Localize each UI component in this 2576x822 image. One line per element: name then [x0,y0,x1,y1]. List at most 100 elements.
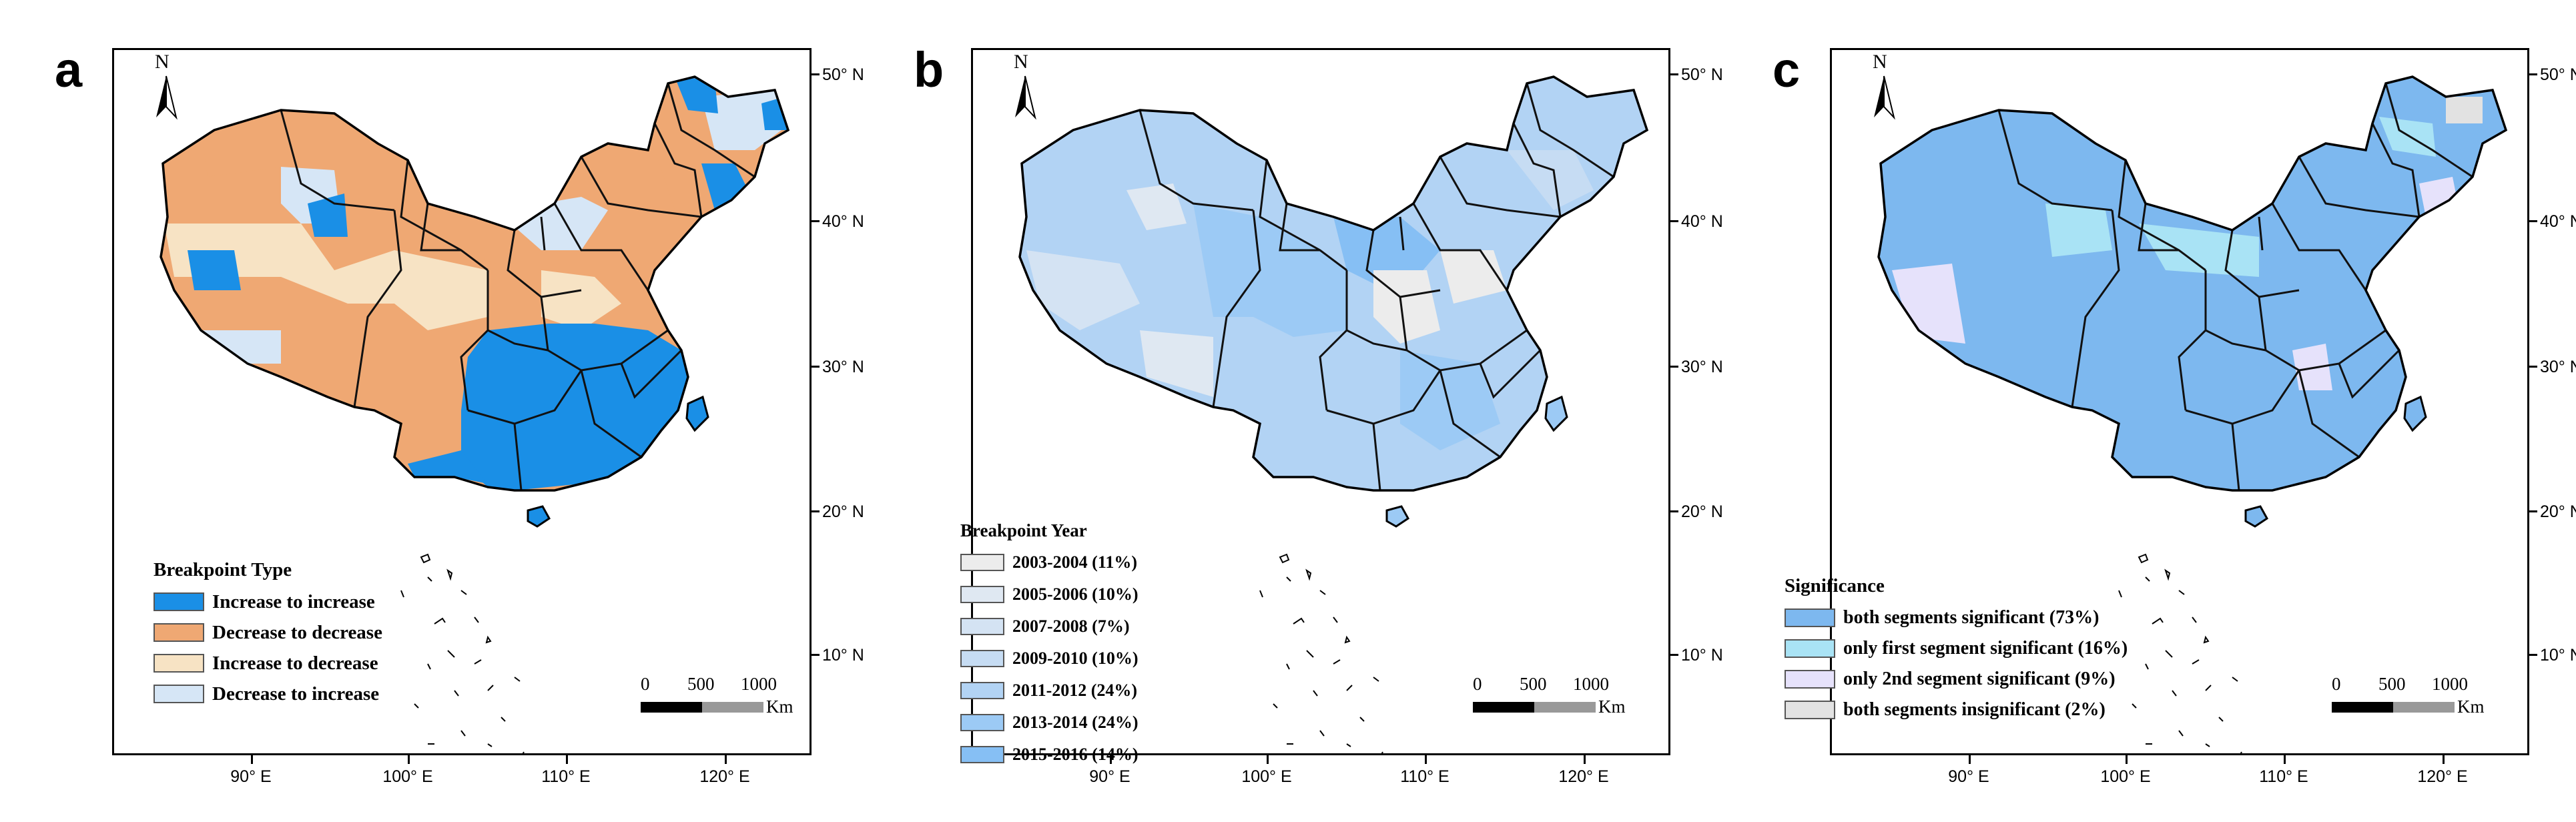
legend-title: Significance [1785,575,1885,596]
scale-bar: 0 500 1000 Km [641,674,793,717]
lat-label: 50° N [2540,65,2576,84]
map-frame [112,48,812,755]
lat-label: 40° N [2540,212,2576,231]
lat-label: 50° N [1681,65,1723,84]
china-map [1018,75,1649,753]
lon-tick [408,755,410,764]
legend: Breakpoint Year 2003-2004 (11%) 2005-200… [960,520,1138,771]
legend-item: 2009-2010 (10%) [960,643,1138,675]
scale-tick: 500 [2378,674,2406,694]
lat-tick [2528,366,2537,368]
lat-label: 40° N [1681,212,1723,231]
legend-label: both segments insignificant (2%) [1843,699,2106,720]
scale-tick: 1000 [1573,674,1609,694]
north-arrow-icon [156,75,178,120]
legend-swatch [960,682,1004,699]
lat-tick [1669,366,1678,368]
legend-item: 2015-2016 (14%) [960,739,1138,771]
lon-label: 90° E [230,767,272,786]
legend-label: 2003-2004 (11%) [1012,552,1138,572]
lon-tick [1584,755,1586,764]
legend-swatch [153,685,204,703]
legend-item: only 2nd segment significant (9%) [1785,664,2128,695]
panel-a: a N 50° N 40° N 30° N 20° N 10° N 90° E 100° … [0,0,864,822]
lon-label: 120° E [1558,767,1609,786]
panel-b: b N 50° N 40° N 30° N 20° N 10° N 90° E 100° … [859,0,1723,822]
legend-swatch [153,592,204,611]
legend-item: both segments significant (73%) [1785,602,2128,633]
legend-swatch [960,714,1004,731]
legend-swatch [1785,639,1835,658]
map-frame [1830,48,2529,755]
lat-label: 10° N [822,646,864,665]
lon-tick [1267,755,1269,764]
legend-item: 2003-2004 (11%) [960,546,1138,578]
lon-label: 90° E [1948,767,1989,786]
scale-tick: 1000 [741,674,777,694]
map-frame [971,48,1670,755]
legend-swatch [960,618,1004,635]
legend-label: Decrease to increase [212,683,380,705]
legend-label: Increase to increase [212,590,375,612]
lat-tick [1669,73,1678,75]
north-label: N [155,51,170,73]
panel-letter: a [55,42,83,97]
lat-tick [810,654,820,656]
legend-swatch [960,746,1004,763]
lat-tick [1669,654,1678,656]
lon-tick [1110,755,1112,764]
china-map [159,75,790,753]
lat-tick [2528,510,2537,512]
lon-tick [251,755,253,764]
lon-label: 110° E [1400,767,1450,786]
legend-label: 2005-2006 (10%) [1012,584,1139,604]
scale-bar: 0 500 1000 Km [1473,674,1626,717]
lon-label: 120° E [2417,767,2468,786]
north-arrow-icon [1874,75,1895,120]
scale-tick: 0 [1473,674,1482,694]
legend-swatch [1785,608,1835,627]
legend-swatch [1785,701,1835,719]
legend-swatch [153,623,204,642]
lat-label: 50° N [822,65,864,84]
lon-tick [566,755,568,764]
scale-unit: Km [2457,697,2485,717]
scale-tick: 500 [687,674,715,694]
lon-label: 100° E [382,767,433,786]
legend-label: 2007-2008 (7%) [1012,616,1130,636]
legend-label: 2013-2014 (24%) [1012,713,1139,732]
lon-tick [1425,755,1427,764]
lon-tick [2443,755,2445,764]
china-map [1877,75,2508,753]
legend-title: Breakpoint Year [960,520,1087,540]
legend-label: Decrease to decrease [212,621,382,643]
north-label: N [1873,51,1887,73]
lat-label: 40° N [822,212,864,231]
lat-tick [2528,73,2537,75]
lat-label: 10° N [2540,646,2576,665]
lon-tick [1969,755,1971,764]
panel-letter: b [914,42,944,97]
legend-label: 2015-2016 (14%) [1012,745,1139,764]
legend-item: 2013-2014 (24%) [960,707,1138,739]
north-label: N [1014,51,1028,73]
lat-label: 10° N [1681,646,1723,665]
panel-letter: c [1773,42,1801,97]
lat-tick [810,510,820,512]
scale-unit: Km [766,697,793,717]
lon-label: 120° E [699,767,750,786]
legend-swatch [960,586,1004,603]
lon-label: 110° E [541,767,591,786]
legend-swatch [153,654,204,673]
panel-c: c N 50° N 40° N 30° N 20° N 10° N 90° E 100° … [1718,0,2576,822]
lon-label: 100° E [2100,767,2151,786]
legend-swatch [960,650,1004,667]
scale-bar: 0 500 1000 Km [2332,674,2485,717]
lat-label: 20° N [2540,502,2576,521]
scale-tick: 500 [1520,674,1547,694]
lat-tick [2528,654,2537,656]
legend-item: 2007-2008 (7%) [960,610,1138,643]
legend-item: 2011-2012 (24%) [960,675,1138,707]
scale-tick: 0 [2332,674,2341,694]
lon-tick [2284,755,2286,764]
